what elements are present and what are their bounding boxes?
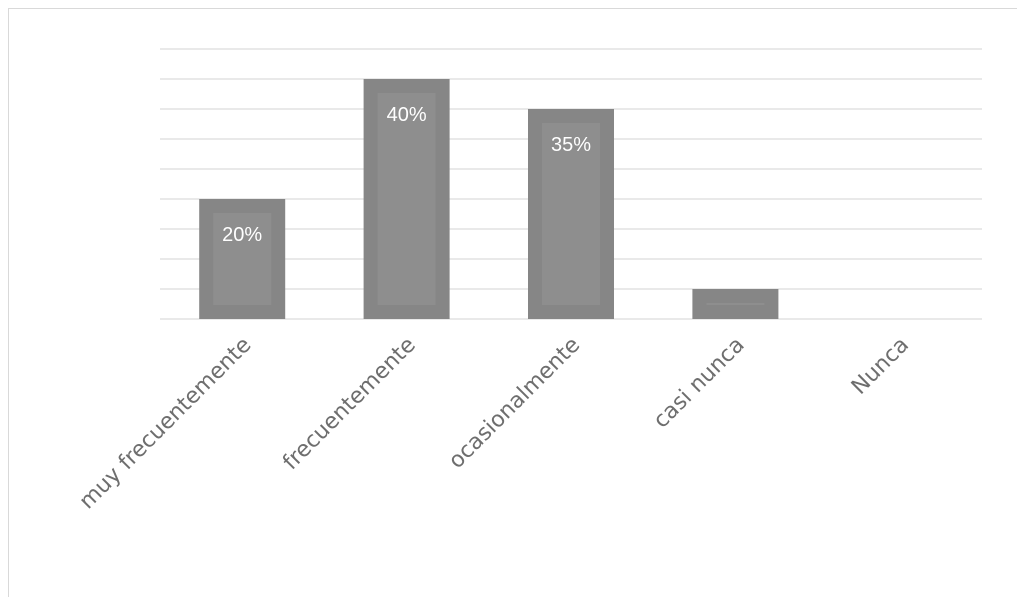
- category-labels: muy frecuentemente frecuentemente ocasiona…: [75, 333, 914, 515]
- bar-3-inner: [542, 123, 600, 305]
- bar-2-inner: [377, 93, 436, 305]
- category-label-3: ocasionalmente: [444, 333, 585, 474]
- category-label-1: muy frecuentemente: [75, 333, 257, 515]
- data-label-2: 40%: [387, 104, 427, 126]
- category-label-5: Nunca: [847, 333, 914, 400]
- data-label-3: 35%: [551, 134, 591, 156]
- bars: [199, 79, 779, 319]
- category-label-4: casi nunca: [649, 333, 750, 434]
- bar-1-inner: [213, 213, 272, 305]
- category-label-2: frecuentemente: [278, 333, 421, 476]
- chart-frame: [8, 8, 1017, 597]
- data-labels: 20% 40% 35%: [222, 104, 591, 246]
- data-label-1: 20%: [222, 224, 262, 246]
